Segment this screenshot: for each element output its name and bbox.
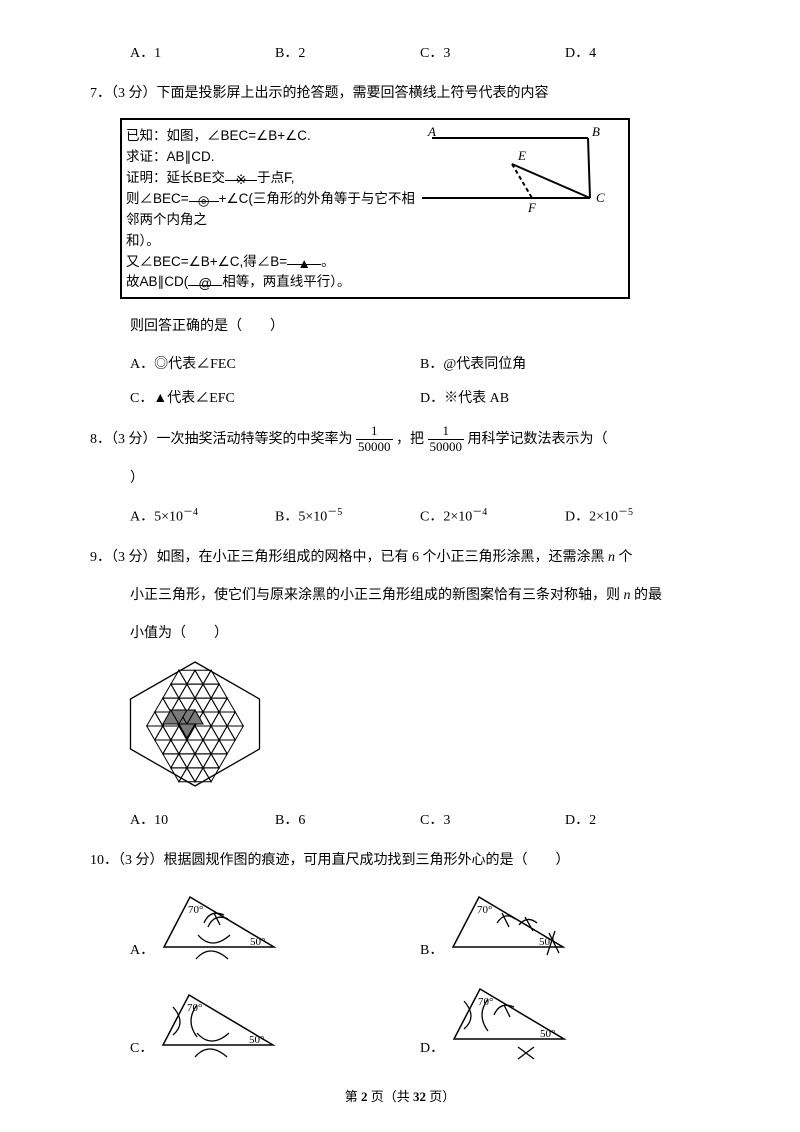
q7-opt-d: D．※代表 AB (420, 385, 710, 413)
proof-line5: 和）。 (126, 231, 426, 252)
q7-proof-box: 已知：如图，∠BEC=∠B+∠C. 求证：AB∥CD. 证明：延长BE交※于点F… (120, 118, 630, 299)
q9-l2: 小正三角形，使它们与原来涂黑的小正三角形组成的新图案恰有三条对称轴，则 n 的最 (90, 582, 710, 610)
q10-ld: D． (420, 1035, 444, 1063)
q8-close: ） (90, 465, 710, 493)
q6-opt-d: D．4 (565, 40, 710, 68)
q9-l3: 小值为（ ） (90, 620, 710, 648)
q9-opt-b: B．6 (275, 807, 420, 835)
q10-fig-c: 70° 50° (157, 983, 287, 1063)
q8-b: ，把 (396, 432, 424, 447)
q7-figure: A B D C E F (420, 124, 620, 220)
proof-blank-triangle: ▲ (287, 252, 321, 266)
q7-opt-c: C．▲代表∠EFC (130, 385, 420, 413)
q6-opt-c: C．3 (420, 40, 565, 68)
proof-blank-at: @ (188, 272, 222, 286)
q7-opt-b: B．@代表同位角 (420, 351, 710, 379)
q10-fig-b: 70° 50° (447, 885, 577, 965)
proof-l3c: 于点F, (257, 170, 295, 185)
proof-line1: 已知：如图，∠BEC=∠B+∠C. (126, 126, 426, 147)
q7-after: 则回答正确的是（ ） (90, 313, 710, 341)
q10-la: A． (130, 937, 154, 965)
q8-frac1: 150000 (356, 424, 393, 454)
q7-options-1: A．◎代表∠FEC B．@代表同位角 (90, 351, 710, 379)
proof-l7c: 相等，两直线平行）。 (222, 274, 350, 289)
proof-line7: 故AB∥CD(@相等，两直线平行）。 (126, 272, 426, 293)
q8-c: 用科学记数法表示为（ (468, 432, 608, 447)
lbl-B: B (592, 124, 600, 139)
proof-blank-circle: ◎ (189, 189, 219, 203)
q8-opt-a: A．5×10－4 (130, 503, 275, 532)
q8-opt-b: B．5×10－5 (275, 503, 420, 532)
lbl-C: C (596, 190, 605, 205)
q10-opt-d: D． 70° 50° (420, 977, 710, 1063)
q8-options: A．5×10－4 B．5×10－5 C．2×10－4 D．2×10－5 (90, 503, 710, 532)
q10-fig-d: 70° 50° (448, 977, 578, 1063)
lbl-A: A (427, 124, 436, 139)
q10-row2: C． 70° 50° D． 70° 50° (90, 977, 710, 1063)
q7-options-2: C．▲代表∠EFC D．※代表 AB (90, 385, 710, 413)
proof-l6c: 。 (321, 254, 335, 269)
proof-line2: 求证：AB∥CD. (126, 147, 426, 168)
proof-l4a: 则∠BEC= (126, 191, 189, 206)
q10-row1: A． 70° 50° B． 70° 50° (90, 885, 710, 965)
q9-l1: 9．（3 分）如图，在小正三角形组成的网格中，已有 6 个小正三角形涂黑，还需涂… (90, 544, 710, 572)
q10-opt-b: B． 70° 50° (420, 885, 710, 965)
q8-a: 8．（3 分）一次抽奖活动特等奖的中奖率为 (90, 432, 353, 447)
proof-line6: 又∠BEC=∠B+∠C,得∠B=▲。 (126, 252, 426, 273)
lbl-D: D (420, 184, 421, 199)
q6-opt-a: A．1 (130, 40, 275, 68)
q10-lb: B． (420, 937, 443, 965)
svg-text:50°: 50° (249, 1034, 264, 1046)
proof-l7a: 故AB∥CD( (126, 274, 188, 289)
q9-opt-d: D．2 (565, 807, 710, 835)
q8-frac2: 150000 (428, 424, 465, 454)
q8-opt-d: D．2×10－5 (565, 503, 710, 532)
q9-opt-c: C．3 (420, 807, 565, 835)
lbl-F: F (527, 200, 537, 215)
q6-options: A．1 B．2 C．3 D．4 (90, 40, 710, 68)
svg-text:50°: 50° (250, 936, 265, 948)
q10-fig-a: 70° 50° (158, 885, 288, 965)
svg-text:70°: 70° (477, 904, 492, 916)
proof-l3a: 证明：延长BE交 (126, 170, 225, 185)
q7-opt-a: A．◎代表∠FEC (130, 351, 420, 379)
q7-stem: 7．（3 分）下面是投影屏上出示的抢答题，需要回答横线上符号代表的内容 (90, 80, 710, 108)
q6-opt-b: B．2 (275, 40, 420, 68)
q8-opt-c: C．2×10－4 (420, 503, 565, 532)
proof-line4: 则∠BEC=◎+∠C(三角形的外角等于与它不相邻两个内角之 (126, 189, 426, 231)
q10-stem: 10．（3 分）根据圆规作图的痕迹，可用直尺成功找到三角形外心的是（ ） (90, 847, 710, 875)
svg-text:70°: 70° (188, 904, 203, 916)
q10-opt-c: C． 70° 50° (130, 983, 420, 1063)
q9-options: A．10 B．6 C．3 D．2 (90, 807, 710, 835)
svg-text:50°: 50° (540, 1028, 555, 1040)
q10-lc: C． (130, 1035, 153, 1063)
page-footer: 第 2 页（共 32 页） (0, 1084, 800, 1110)
q10-opt-a: A． 70° 50° (130, 885, 420, 965)
proof-line3: 证明：延长BE交※于点F, (126, 168, 426, 189)
q9-opt-a: A．10 (130, 807, 275, 835)
proof-l6a: 又∠BEC=∠B+∠C,得∠B= (126, 254, 287, 269)
q9-figure (120, 658, 710, 801)
lbl-E: E (517, 148, 526, 163)
proof-blank-star: ※ (225, 168, 257, 182)
q8-stem: 8．（3 分）一次抽奖活动特等奖的中奖率为 150000 ，把 150000 用… (90, 425, 710, 455)
